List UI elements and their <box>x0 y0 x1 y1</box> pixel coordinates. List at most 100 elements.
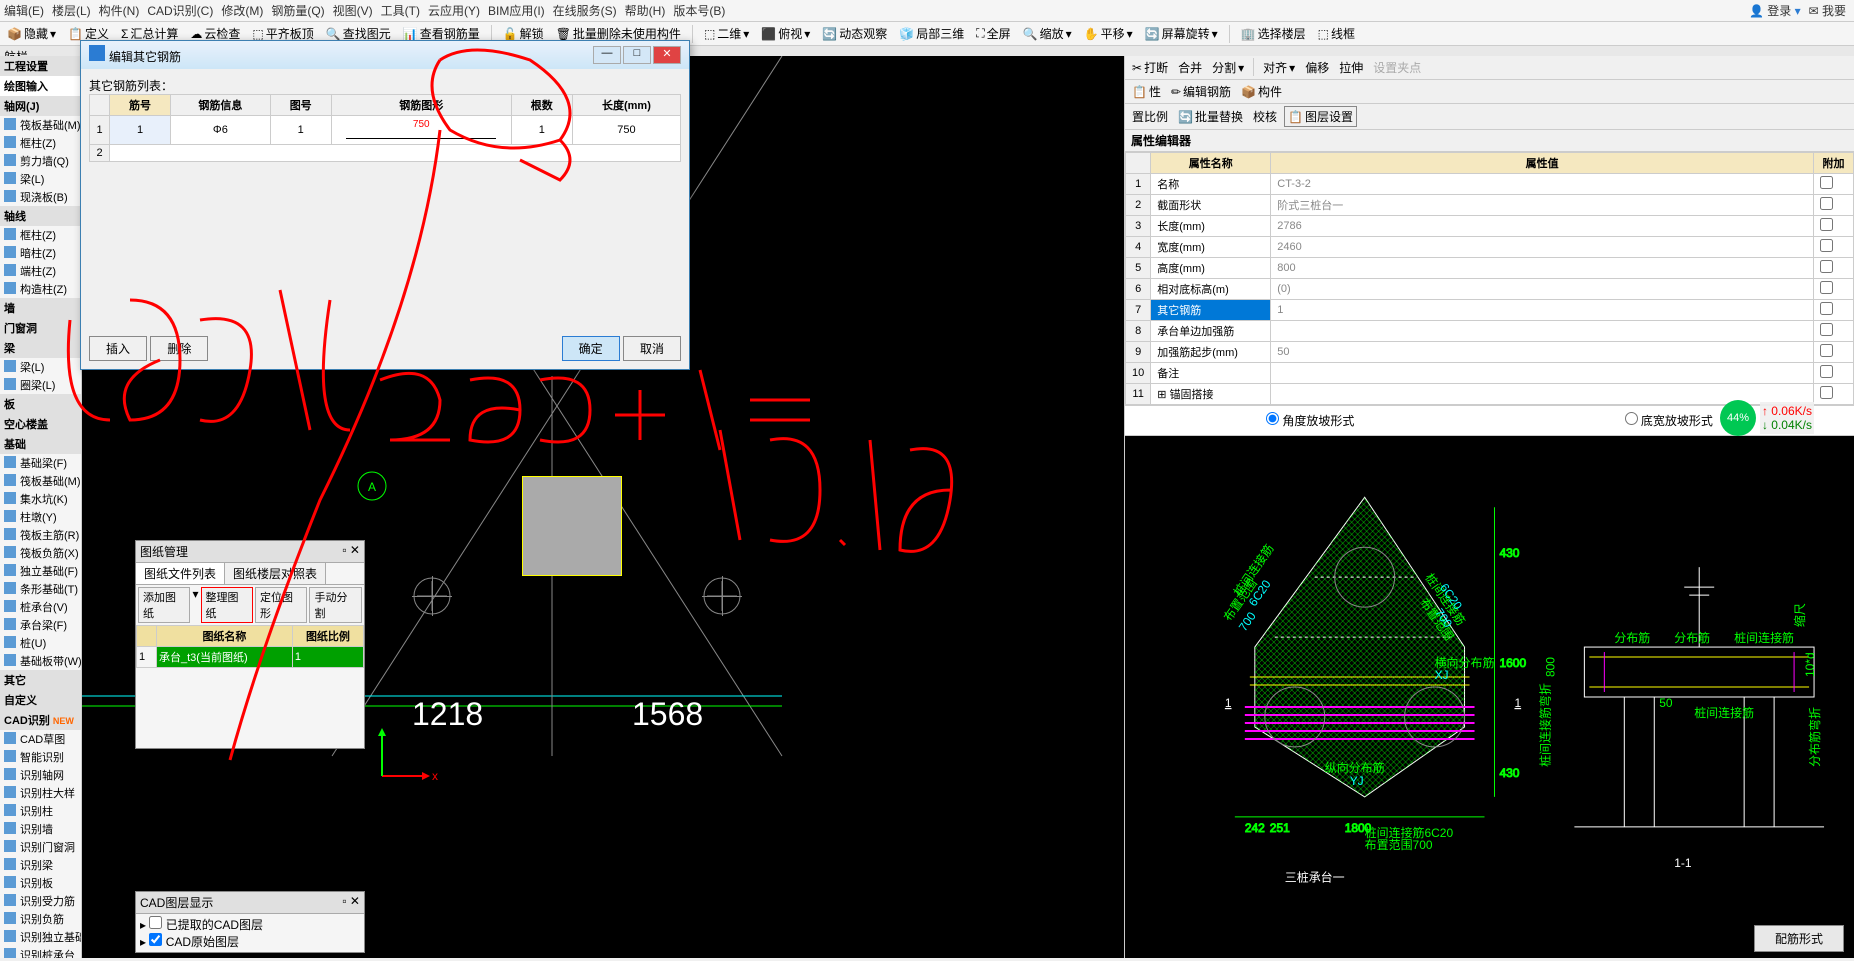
max-button[interactable]: □ <box>623 46 651 64</box>
tree-header[interactable]: 板 <box>0 394 81 414</box>
login-link[interactable]: 👤 登录 ▾ <box>1749 2 1801 19</box>
insert-button[interactable]: 插入 <box>89 336 147 361</box>
panel-controls[interactable]: ▫ ✕ <box>342 543 360 560</box>
tree-item[interactable]: 识别板 <box>0 874 81 892</box>
property-row[interactable]: 6相对底标高(m)(0) <box>1126 279 1854 300</box>
property-row[interactable]: 9加强筋起步(mm)50 <box>1126 342 1854 363</box>
tree-item[interactable]: 承台梁(F) <box>0 616 81 634</box>
tree-item[interactable]: 梁(L) <box>0 170 81 188</box>
tool-full[interactable]: ⛶ 全屏 <box>973 24 1013 43</box>
tree-item[interactable]: 集水坑(K) <box>0 490 81 508</box>
left-tab[interactable]: 绘图输入 <box>0 76 81 96</box>
menu-item[interactable]: 楼层(L) <box>52 2 91 19</box>
btn-locate[interactable]: 定位图形 <box>255 587 307 623</box>
tool-merge[interactable]: 合并 <box>1175 58 1205 77</box>
menu-item[interactable]: 修改(M) <box>221 2 263 19</box>
menu-item[interactable]: 版本号(B) <box>673 2 725 19</box>
tree-item[interactable]: 条形基础(T) <box>0 580 81 598</box>
tree-item[interactable]: 识别受力筋 <box>0 892 81 910</box>
tool-floor[interactable]: 🏢 选择楼层 <box>1238 24 1309 43</box>
menu-item[interactable]: 编辑(E) <box>4 2 44 19</box>
tree-item[interactable]: 构造柱(Z) <box>0 280 81 298</box>
tree-item[interactable]: 桩(U) <box>0 634 81 652</box>
property-row[interactable]: 1名称CT-3-2 <box>1126 174 1854 195</box>
menu-item[interactable]: 钢筋量(Q) <box>271 2 324 19</box>
tree-item[interactable]: 柱墩(Y) <box>0 508 81 526</box>
tree-header[interactable]: CAD识别 NEW <box>0 710 81 730</box>
tree-header[interactable]: 轴线 <box>0 206 81 226</box>
menu-item[interactable]: 构件(N) <box>99 2 140 19</box>
btn-organize[interactable]: 整理图纸 <box>201 587 253 623</box>
tool-editrebar[interactable]: ✏编辑钢筋 <box>1168 82 1234 101</box>
tree-item[interactable]: 桩承台(V) <box>0 598 81 616</box>
tool-split[interactable]: 分割 ▾ <box>1209 58 1247 77</box>
property-table[interactable]: 属性名称属性值附加 1名称CT-3-22截面形状阶式三桩台一3长度(mm)278… <box>1125 152 1854 405</box>
menu-item[interactable]: CAD识别(C) <box>147 2 213 19</box>
property-row[interactable]: 2截面形状阶式三桩台一 <box>1126 195 1854 216</box>
tree-item[interactable]: 端柱(Z) <box>0 262 81 280</box>
tree-item[interactable]: 筏板主筋(R) <box>0 526 81 544</box>
tree-header[interactable]: 自定义 <box>0 690 81 710</box>
tree-item[interactable]: 筏板基础(M) <box>0 116 81 134</box>
tree-item[interactable]: 识别柱 <box>0 802 81 820</box>
tool-offset[interactable]: 偏移 <box>1302 58 1332 77</box>
tree-item[interactable]: 识别墙 <box>0 820 81 838</box>
tool-prop[interactable]: 📋性 <box>1129 82 1164 101</box>
tool-hide[interactable]: 📦 隐藏 ▾ <box>4 24 59 43</box>
menu-item[interactable]: 云应用(Y) <box>428 2 480 19</box>
tree-item[interactable]: CAD草图 <box>0 730 81 748</box>
tool-break[interactable]: ✂ 打断 <box>1129 58 1171 77</box>
cancel-button[interactable]: 取消 <box>623 336 681 361</box>
tool-stretch[interactable]: 拉伸 <box>1336 58 1366 77</box>
tool-wire[interactable]: ⬚ 线框 <box>1315 24 1358 43</box>
tree-item[interactable]: 暗柱(Z) <box>0 244 81 262</box>
delete-button[interactable]: 删除 <box>150 336 208 361</box>
property-row[interactable]: 3长度(mm)2786 <box>1126 216 1854 237</box>
btn-add-drawing[interactable]: 添加图纸 <box>138 587 190 623</box>
tree-item[interactable]: 圈梁(L) <box>0 376 81 394</box>
menu-item[interactable]: 在线服务(S) <box>553 2 617 19</box>
tab-floormap[interactable]: 图纸楼层对照表 <box>225 563 326 584</box>
tree-header[interactable]: 墙 <box>0 298 81 318</box>
tree-item[interactable]: 梁(L) <box>0 358 81 376</box>
tool-align[interactable]: 对齐 ▾ <box>1260 58 1298 77</box>
tree-item[interactable]: 框柱(Z) <box>0 226 81 244</box>
tool-pan[interactable]: ✋ 平移 ▾ <box>1081 24 1136 43</box>
rebar-form-button[interactable]: 配筋形式 <box>1754 925 1844 952</box>
tree-header[interactable]: 轴网(J) <box>0 96 81 116</box>
radio-width[interactable]: 底宽放坡形式 <box>1625 412 1713 429</box>
ok-button[interactable]: 确定 <box>562 336 620 361</box>
tab-filelist[interactable]: 图纸文件列表 <box>136 563 225 584</box>
rebar-table[interactable]: 筋号 钢筋信息 图号 钢筋图形 根数 长度(mm) 1 1 Φ6 1 750 1… <box>89 94 681 162</box>
chk-original[interactable] <box>149 933 162 946</box>
tree-header[interactable]: 梁 <box>0 338 81 358</box>
tool-zoom[interactable]: 🔍 缩放 ▾ <box>1020 24 1075 43</box>
tool-top[interactable]: ⬛ 俯视 ▾ <box>758 24 813 43</box>
tree-item[interactable]: 基础板带(W) <box>0 652 81 670</box>
menu-item[interactable]: 帮助(H) <box>625 2 666 19</box>
tree-header[interactable]: 基础 <box>0 434 81 454</box>
property-row[interactable]: 4宽度(mm)2460 <box>1126 237 1854 258</box>
chk-extracted[interactable] <box>149 916 162 929</box>
property-row[interactable]: 8承台单边加强筋 <box>1126 321 1854 342</box>
property-row[interactable]: 10备注 <box>1126 363 1854 384</box>
tool-scale[interactable]: 置比例 <box>1129 106 1171 127</box>
tree-item[interactable]: 识别桩承台 <box>0 946 81 958</box>
tree-item[interactable]: 筏板负筋(X) <box>0 544 81 562</box>
tree-item[interactable]: 现浇板(B) <box>0 188 81 206</box>
tree-item[interactable]: 识别门窗洞 <box>0 838 81 856</box>
radio-angle[interactable]: 角度放坡形式 <box>1266 412 1354 429</box>
tree-item[interactable]: 框柱(Z) <box>0 134 81 152</box>
tree-item[interactable]: 独立基础(F) <box>0 562 81 580</box>
menu-item[interactable]: 工具(T) <box>381 2 420 19</box>
min-button[interactable]: — <box>593 46 621 64</box>
tool-2d[interactable]: ⬚ 二维 ▾ <box>701 24 752 43</box>
btn-split[interactable]: 手动分割 <box>309 587 361 623</box>
panel-controls[interactable]: ▫ ✕ <box>342 894 360 911</box>
tree-header[interactable]: 其它 <box>0 670 81 690</box>
menu-item[interactable]: BIM应用(I) <box>488 2 545 19</box>
tool-layer[interactable]: 📋图层设置 <box>1284 106 1357 127</box>
tree-item[interactable]: 剪力墙(Q) <box>0 152 81 170</box>
tool-member[interactable]: 📦构件 <box>1238 82 1285 101</box>
property-row[interactable]: 5高度(mm)800 <box>1126 258 1854 279</box>
